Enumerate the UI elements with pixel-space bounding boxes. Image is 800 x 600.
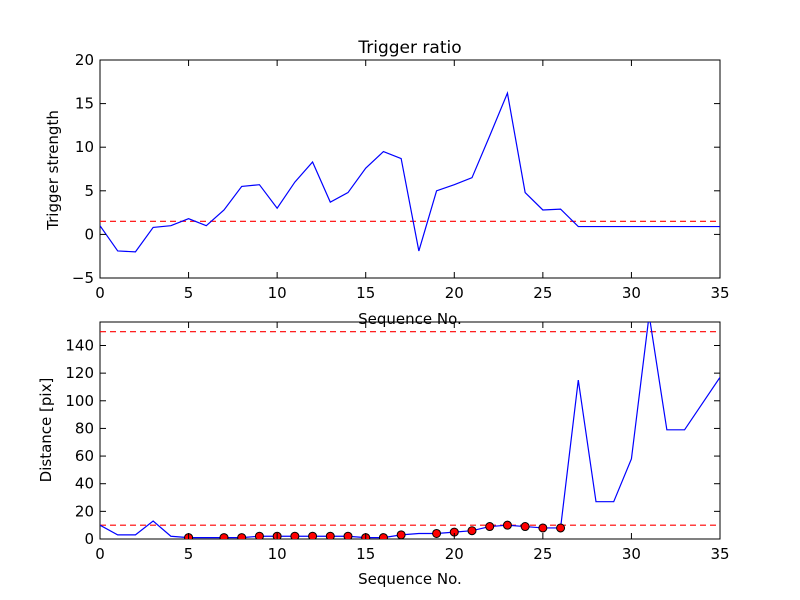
top-chart-x-tick-label: 5 bbox=[184, 284, 194, 302]
bottom-chart-y-tick-label: 20 bbox=[75, 502, 94, 520]
bottom-chart-x-tick-label: 10 bbox=[268, 545, 287, 563]
bottom-chart-marker-point bbox=[520, 522, 530, 532]
bottom-chart-x-tick-label: 5 bbox=[184, 545, 194, 563]
bottom-chart-x-ticks: 0 5 10 15 20 25 30 35 bbox=[95, 322, 730, 563]
top-chart-y-tick-label: 5 bbox=[84, 182, 94, 200]
top-chart-x-tick-label: 15 bbox=[356, 284, 375, 302]
top-chart-y-tick-label: 20 bbox=[75, 51, 94, 69]
bottom-chart-marker-point bbox=[378, 533, 388, 539]
top-chart-x-tick-label: 10 bbox=[268, 284, 287, 302]
bottom-chart-x-tick-label: 35 bbox=[710, 545, 729, 563]
top-chart-frame bbox=[99, 59, 721, 279]
bottom-chart-y-tick-label: 40 bbox=[75, 475, 94, 493]
bottom-chart-y-tick-label: 80 bbox=[75, 419, 94, 437]
top-chart-x-tick-label: 0 bbox=[95, 284, 105, 302]
top-chart-y-tick-label: 0 bbox=[84, 225, 94, 243]
bottom-chart-x-tick-label: 20 bbox=[445, 545, 464, 563]
bottom-chart-y-tick-label: 0 bbox=[84, 530, 94, 548]
top-chart-x-tick-label: 25 bbox=[533, 284, 552, 302]
bottom-chart-marker-point bbox=[502, 520, 512, 530]
bottom-chart-marker-point bbox=[237, 533, 247, 539]
bottom-chart-marker-point bbox=[556, 523, 566, 533]
bottom-chart-marker-point bbox=[325, 531, 335, 539]
top-chart-y-ticks: −5 0 5 10 15 20 bbox=[72, 51, 720, 287]
bottom-chart-marker-point bbox=[467, 526, 477, 536]
bottom-chart-y-axis-label: Distance [pix] bbox=[37, 378, 55, 483]
bottom-chart-marker-point bbox=[485, 522, 495, 532]
bottom-chart-x-tick-label: 15 bbox=[356, 545, 375, 563]
top-chart-x-axis-label: Sequence No. bbox=[358, 310, 462, 328]
top-chart-x-tick-label: 20 bbox=[445, 284, 464, 302]
bottom-chart-x-tick-label: 30 bbox=[622, 545, 641, 563]
bottom-chart-marker-point bbox=[254, 531, 264, 539]
bottom-chart-marker-point bbox=[432, 528, 442, 538]
bottom-chart-marker-point bbox=[538, 523, 548, 533]
top-chart-title: Trigger ratio bbox=[357, 38, 461, 58]
bottom-chart: 0 5 10 15 20 25 30 35 0 20 40 60 80 100 120 140 Sequen… bbox=[37, 321, 730, 588]
bottom-chart-x-tick-label: 25 bbox=[533, 545, 552, 563]
bottom-chart-y-tick-label: 100 bbox=[65, 392, 94, 410]
top-chart-data bbox=[100, 91, 720, 253]
top-chart-y-tick-label: 15 bbox=[75, 95, 94, 113]
bottom-chart-marker-point bbox=[343, 531, 353, 539]
bottom-chart-marker-point bbox=[290, 531, 300, 539]
top-chart-x-tick-label: 30 bbox=[622, 284, 641, 302]
bottom-chart-marker-point bbox=[219, 533, 229, 539]
bottom-chart-y-tick-label: 140 bbox=[65, 336, 94, 354]
top-chart-y-tick-label: −5 bbox=[72, 269, 94, 287]
top-chart-x-tick-label: 35 bbox=[710, 284, 729, 302]
bottom-chart-x-tick-label: 0 bbox=[95, 545, 105, 563]
top-chart-series-line-0 bbox=[100, 91, 720, 253]
bottom-chart-marker-point bbox=[308, 531, 318, 539]
bottom-chart-marker-point bbox=[396, 530, 406, 539]
bottom-chart-y-ticks: 0 20 40 60 80 100 120 140 bbox=[65, 336, 720, 548]
top-chart-x-ticks: 0 5 10 15 20 25 30 35 bbox=[95, 60, 730, 302]
top-chart-y-axis-label: Trigger strength bbox=[44, 110, 62, 231]
bottom-chart-y-tick-label: 120 bbox=[65, 364, 94, 382]
top-chart-y-tick-label: 10 bbox=[75, 138, 94, 156]
bottom-chart-x-axis-label: Sequence No. bbox=[358, 570, 462, 588]
bottom-chart-y-tick-label: 60 bbox=[75, 447, 94, 465]
bottom-chart-frame bbox=[99, 321, 721, 540]
